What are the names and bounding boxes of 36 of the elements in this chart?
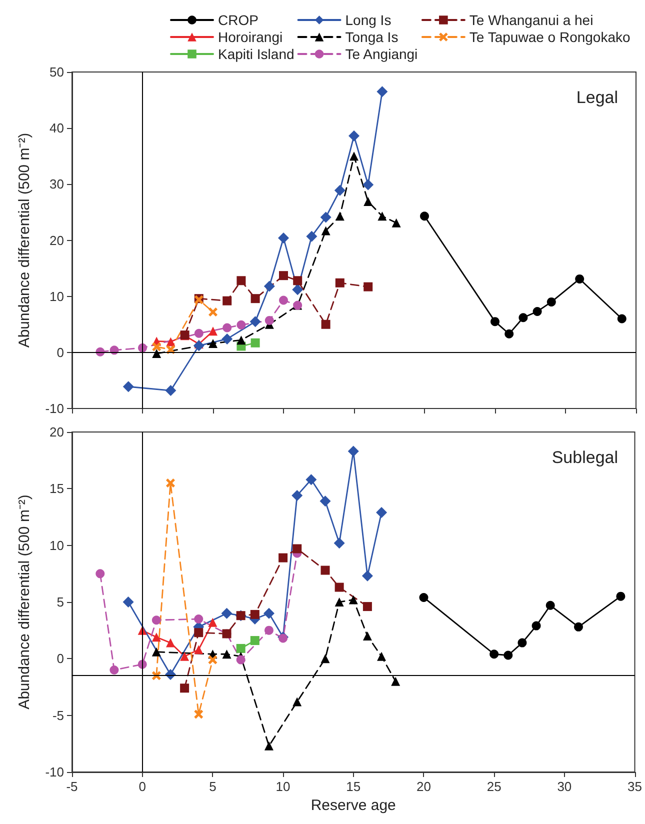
x-tick-label: 25 (486, 779, 502, 794)
y-tick-label: 0 (56, 651, 64, 666)
y-tick-label: 20 (50, 232, 64, 248)
legend-label: CROP (218, 12, 258, 28)
y-tick-label: -10 (45, 764, 64, 780)
x-tick-label: -5 (66, 779, 78, 794)
y-tick-label: 0 (56, 344, 64, 360)
y-tick-label: -10 (45, 401, 64, 416)
y-tick-label: -5 (52, 708, 64, 723)
y-tick-label: 10 (50, 538, 64, 553)
y-tick-label: 20 (50, 424, 64, 440)
text: Sublegal (552, 448, 618, 467)
y-tick-label: 30 (50, 176, 64, 192)
x-tick-label: 30 (557, 779, 572, 794)
legend-label: Kapiti Island (218, 46, 294, 62)
y-axis-title: Abundance differential (500 m⁻²) (16, 132, 33, 348)
y-tick-label: 5 (56, 594, 64, 610)
x-tick-label: 0 (138, 779, 146, 794)
legend-label: Te Angiangi (345, 46, 418, 62)
y-tick-label: 15 (50, 481, 64, 496)
x-tick-label: 15 (346, 779, 361, 794)
x-tick-label: 35 (628, 779, 642, 794)
y-axis-title: Abundance differential (500 m⁻²) (16, 494, 33, 710)
legend-label: Long Is (345, 12, 392, 28)
legend-label: Te Whanganui a hei (469, 12, 594, 28)
legend-label: Tonga Is (345, 29, 398, 45)
x-tick-label: 10 (276, 779, 290, 794)
x-axis-title: Reserve age (310, 796, 396, 814)
legend-label: Te Tapuwae o Rongokako (469, 29, 631, 45)
legend-label: Horoirangi (218, 29, 283, 45)
x-tick-label: 5 (209, 779, 216, 794)
x-tick-label: 20 (416, 779, 431, 794)
text: Legal (576, 88, 618, 107)
y-tick-label: 10 (50, 288, 64, 304)
y-tick-label: 40 (50, 120, 64, 136)
y-tick-label: 50 (50, 64, 64, 80)
